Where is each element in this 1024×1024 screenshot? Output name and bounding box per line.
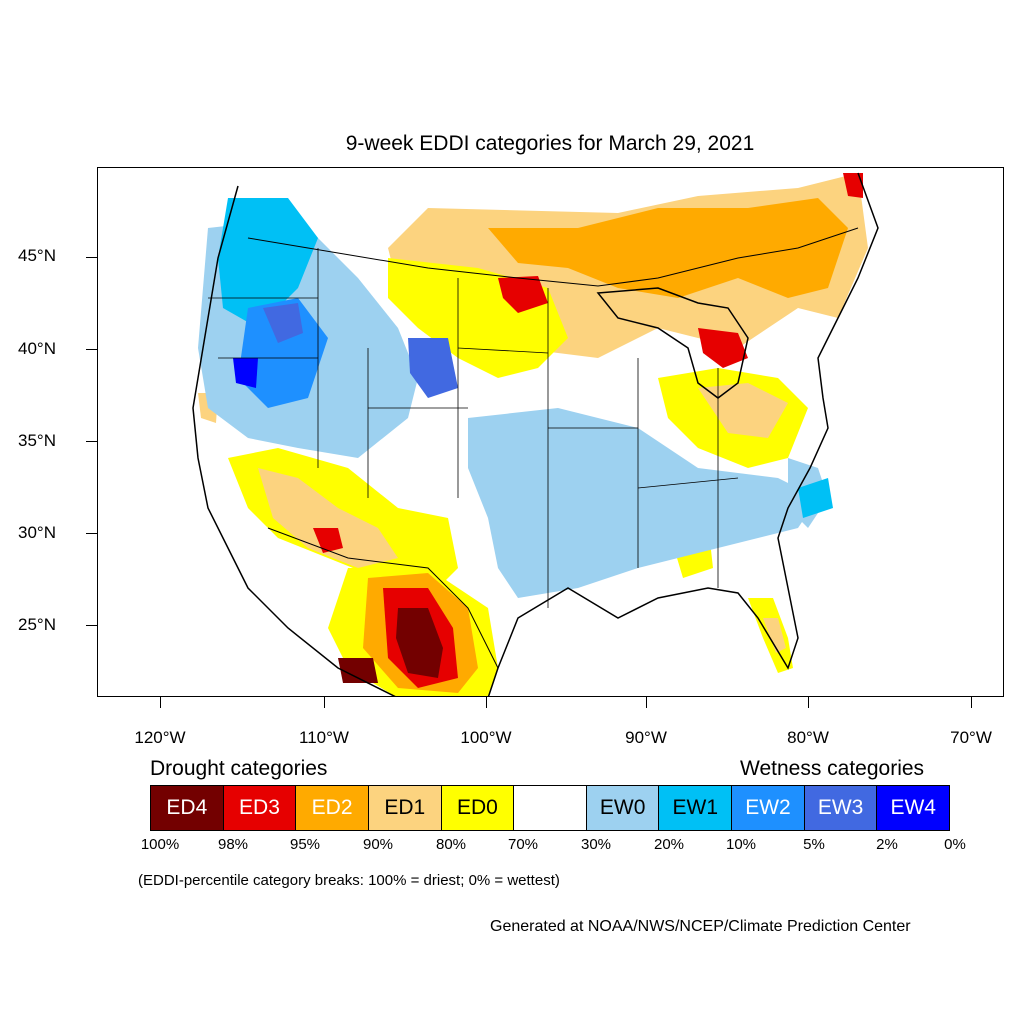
lat-tick <box>86 441 97 442</box>
lat-label-40: 40°N <box>18 339 56 358</box>
lon-tick <box>160 697 161 708</box>
ew2-region-wyoming <box>408 338 458 398</box>
legend-ed4: ED4 <box>151 786 224 830</box>
lon-tick <box>486 697 487 708</box>
legend-ed2: ED2 <box>296 786 369 830</box>
legend-ew0: EW0 <box>586 786 660 830</box>
pct-label: 70% <box>507 836 539 853</box>
legend-ew4: EW4 <box>877 786 950 830</box>
lon-label-100: 100°W <box>460 728 512 747</box>
ew4-region-nevada <box>233 358 258 388</box>
ed1-region-florida <box>763 618 786 653</box>
lat-tick <box>86 349 97 350</box>
lon-tick <box>324 697 325 708</box>
lon-label-80: 80°W <box>787 728 829 747</box>
lat-label-30: 30°N <box>18 523 56 542</box>
pct-label: 95% <box>289 836 321 853</box>
category-breaks-note: (EDDI-percentile category breaks: 100% =… <box>138 872 560 889</box>
legend-ed3: ED3 <box>223 786 297 830</box>
ed1-region-southwest <box>258 468 398 568</box>
legend-ew2: EW2 <box>732 786 805 830</box>
pct-label: 20% <box>653 836 685 853</box>
coastline-gulf <box>487 172 879 696</box>
eddi-map[interactable] <box>97 167 1004 697</box>
pct-label: 90% <box>362 836 394 853</box>
ew1-region-carolina <box>798 478 833 518</box>
ed2-region-north <box>488 198 848 298</box>
legend-ew1: EW1 <box>659 786 733 830</box>
pct-label: 0% <box>944 836 966 853</box>
credit-line: Generated at NOAA/NWS/NCEP/Climate Predi… <box>490 918 911 935</box>
lat-tick <box>86 257 97 258</box>
lat-tick <box>86 533 97 534</box>
lon-label-120: 120°W <box>134 728 186 747</box>
ew3-region-idaho <box>263 303 303 343</box>
lat-label-25: 25°N <box>18 615 56 634</box>
ew1-region-northwest <box>218 198 318 328</box>
lon-tick <box>646 697 647 708</box>
lon-label-110: 110°W <box>299 728 349 747</box>
ed3-region-maine <box>843 173 863 198</box>
pct-label: 98% <box>217 836 249 853</box>
lat-label-35: 35°N <box>18 431 56 450</box>
ed3-region-arizona <box>313 528 343 553</box>
lon-tick <box>808 697 809 708</box>
eddi-map-canvas <box>192 172 879 696</box>
pct-label: 100% <box>140 836 180 853</box>
category-legend-bar: ED4 ED3 ED2 ED1 ED0 EW0 EW1 EW2 EW3 EW4 <box>150 785 950 831</box>
ed4-region-mexico <box>396 608 443 678</box>
legend-ed1: ED1 <box>368 786 442 830</box>
lon-label-70: 70°W <box>950 728 992 747</box>
lat-tick <box>86 625 97 626</box>
lat-label-45: 45°N <box>18 246 56 265</box>
wetness-categories-heading: Wetness categories <box>740 757 925 780</box>
legend-ed0: ED0 <box>441 786 515 830</box>
lon-tick <box>971 697 972 708</box>
legend-neutral <box>514 786 587 830</box>
lon-label-90: 90°W <box>625 728 667 747</box>
map-title: 9-week EDDI categories for March 29, 202… <box>345 132 755 155</box>
us-canada-border <box>247 227 859 287</box>
pct-label: 5% <box>803 836 825 853</box>
state-borders <box>208 248 739 608</box>
ed3-region-dakota <box>498 276 548 313</box>
us-mexico-border <box>267 527 499 669</box>
ed3-region-michigan <box>698 328 748 368</box>
ew0-region-plains <box>468 408 818 598</box>
great-lakes <box>596 287 749 399</box>
legend-ew3: EW3 <box>804 786 878 830</box>
pct-label: 30% <box>580 836 612 853</box>
ed4-region-sinaloa <box>338 658 378 683</box>
pct-label: 2% <box>876 836 898 853</box>
ew2-region-nevada <box>238 298 328 408</box>
drought-categories-heading: Drought categories <box>150 757 328 780</box>
pct-label: 80% <box>435 836 467 853</box>
pct-label: 10% <box>725 836 757 853</box>
